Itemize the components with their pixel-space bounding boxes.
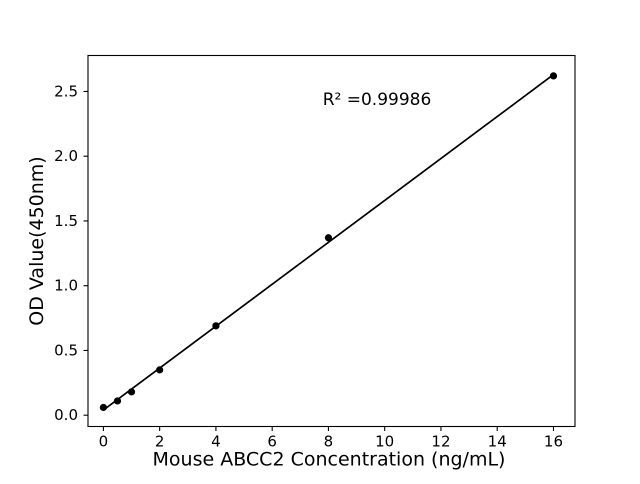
x-tick-label: 14 xyxy=(488,433,507,451)
x-tick-label: 2 xyxy=(155,433,165,451)
y-tick-label: 2.5 xyxy=(54,82,78,100)
x-tick-label: 16 xyxy=(544,433,563,451)
x-axis-label: Mouse ABCC2 Concentration (ng/mL) xyxy=(153,449,506,471)
y-axis-label: OD Value(450nm) xyxy=(26,156,48,325)
y-tick-label: 2.0 xyxy=(54,147,78,165)
x-tick-label: 6 xyxy=(267,433,277,451)
y-tick-label: 1.0 xyxy=(54,277,78,295)
data-point xyxy=(549,72,558,80)
r-squared-annotation: R² =0.99986 xyxy=(323,90,432,110)
x-tick-label: 0 xyxy=(99,433,109,451)
data-series xyxy=(99,72,558,412)
y-tick-label: 0.0 xyxy=(54,406,78,424)
data-point xyxy=(127,388,136,396)
y-axis-ticks: 0.0 0.5 1.0 1.5 2.0 2.5 xyxy=(54,82,88,424)
data-point xyxy=(156,366,164,374)
x-axis-ticks: 0 2 4 6 8 10 12 14 16 xyxy=(99,426,563,451)
plot-area-border xyxy=(87,54,576,428)
x-tick-label: 10 xyxy=(375,433,394,451)
trend-line xyxy=(102,73,555,411)
data-point xyxy=(99,403,107,412)
data-point xyxy=(324,234,333,242)
x-tick-label: 8 xyxy=(324,433,334,451)
y-tick-label: 0.5 xyxy=(54,341,78,359)
x-tick-label: 12 xyxy=(431,433,450,451)
data-point xyxy=(212,322,220,330)
y-tick-label: 1.5 xyxy=(54,212,78,230)
x-tick-label: 4 xyxy=(211,433,221,451)
data-point xyxy=(113,397,122,405)
